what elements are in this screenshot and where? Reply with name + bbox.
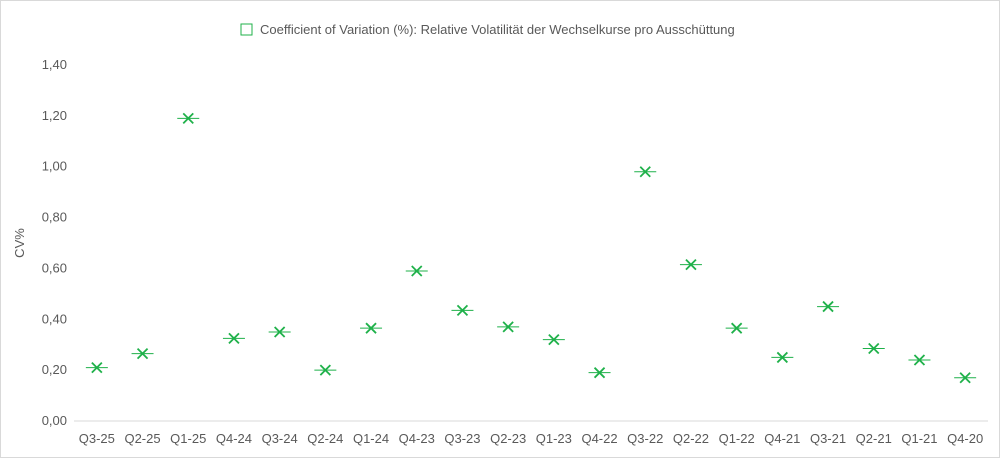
marker-cross — [548, 333, 560, 346]
legend: Coefficient of Variation (%): Relative V… — [240, 22, 735, 37]
x-tick-label: Q3-21 — [810, 431, 846, 446]
marker-cross — [731, 322, 743, 334]
y-tick-label: 0,20 — [42, 362, 67, 377]
marker-cross — [456, 304, 469, 317]
data-point — [131, 347, 154, 360]
x-tick-label: Q1-25 — [170, 431, 206, 446]
data-point — [725, 322, 748, 334]
data-point — [771, 351, 794, 364]
x-tick-label: Q4-24 — [216, 431, 252, 446]
x-tick-label: Q3-25 — [79, 431, 115, 446]
data-point — [85, 361, 108, 374]
x-tick-label: Q2-23 — [490, 431, 526, 446]
data-point — [222, 332, 245, 344]
marker-cross — [91, 361, 103, 374]
y-tick-label: 0,80 — [42, 210, 67, 225]
data-point — [451, 304, 474, 317]
x-tick-label: Q4-23 — [399, 431, 435, 446]
x-tick-label: Q1-24 — [353, 431, 389, 446]
marker-cross — [182, 112, 194, 125]
y-tick-label: 0,00 — [42, 413, 67, 428]
marker-cross — [319, 364, 331, 376]
marker-cross — [685, 258, 697, 271]
y-tick-label: 1,40 — [42, 57, 67, 72]
x-tick-label: Q2-25 — [124, 431, 160, 446]
marker-cross — [136, 347, 149, 360]
data-point — [497, 321, 520, 333]
marker-cross — [959, 372, 971, 384]
marker-cross — [776, 351, 788, 364]
y-tick-label: 0,40 — [42, 311, 67, 326]
x-tick-label: Q4-20 — [947, 431, 983, 446]
data-point — [908, 354, 931, 366]
data-point — [542, 333, 565, 346]
y-tick-label: 1,20 — [42, 108, 67, 123]
data-point — [817, 300, 840, 313]
marker-cross — [868, 342, 880, 355]
data-point — [360, 322, 383, 334]
data-point — [634, 166, 657, 178]
x-tick-label: Q4-22 — [581, 431, 617, 446]
x-tick-label: Q1-22 — [719, 431, 755, 446]
marker-cross — [365, 322, 377, 334]
marker-cross — [502, 321, 514, 333]
legend-swatch — [240, 23, 253, 36]
x-tick-label: Q1-23 — [536, 431, 572, 446]
data-point — [177, 112, 200, 125]
y-tick-label: 1,00 — [42, 159, 67, 174]
y-axis-title: CV% — [12, 228, 27, 258]
data-points — [85, 112, 977, 384]
marker-cross — [639, 166, 651, 178]
data-point — [679, 258, 702, 271]
x-tick-label: Q1-21 — [901, 431, 937, 446]
x-tick-label: Q3-23 — [444, 431, 480, 446]
data-point — [588, 367, 611, 379]
y-axis-ticks: 0,00 0,20 0,40 0,60 0,80 1,00 1,20 1,40 — [42, 57, 67, 428]
x-tick-label: Q3-24 — [262, 431, 298, 446]
x-tick-label: Q2-22 — [673, 431, 709, 446]
marker-cross — [593, 367, 606, 379]
data-point — [862, 342, 885, 355]
x-axis-ticks: Q3-25 Q2-25 Q1-25 Q4-24 Q3-24 Q2-24 Q1-24 Q4-23… — [79, 431, 983, 446]
x-tick-label: Q3-22 — [627, 431, 663, 446]
marker-cross — [913, 354, 926, 366]
marker-cross — [411, 265, 423, 277]
x-tick-label: Q2-24 — [307, 431, 343, 446]
marker-cross — [822, 300, 834, 313]
legend-label: Coefficient of Variation (%): Relative V… — [260, 22, 735, 37]
x-tick-label: Q4-21 — [764, 431, 800, 446]
data-point — [954, 372, 977, 384]
marker-cross — [228, 332, 240, 344]
x-tick-label: Q2-21 — [856, 431, 892, 446]
data-point — [314, 364, 337, 376]
data-point — [405, 265, 428, 277]
marker-cross — [274, 326, 286, 338]
y-tick-label: 0,60 — [42, 260, 67, 275]
data-point — [268, 326, 291, 338]
